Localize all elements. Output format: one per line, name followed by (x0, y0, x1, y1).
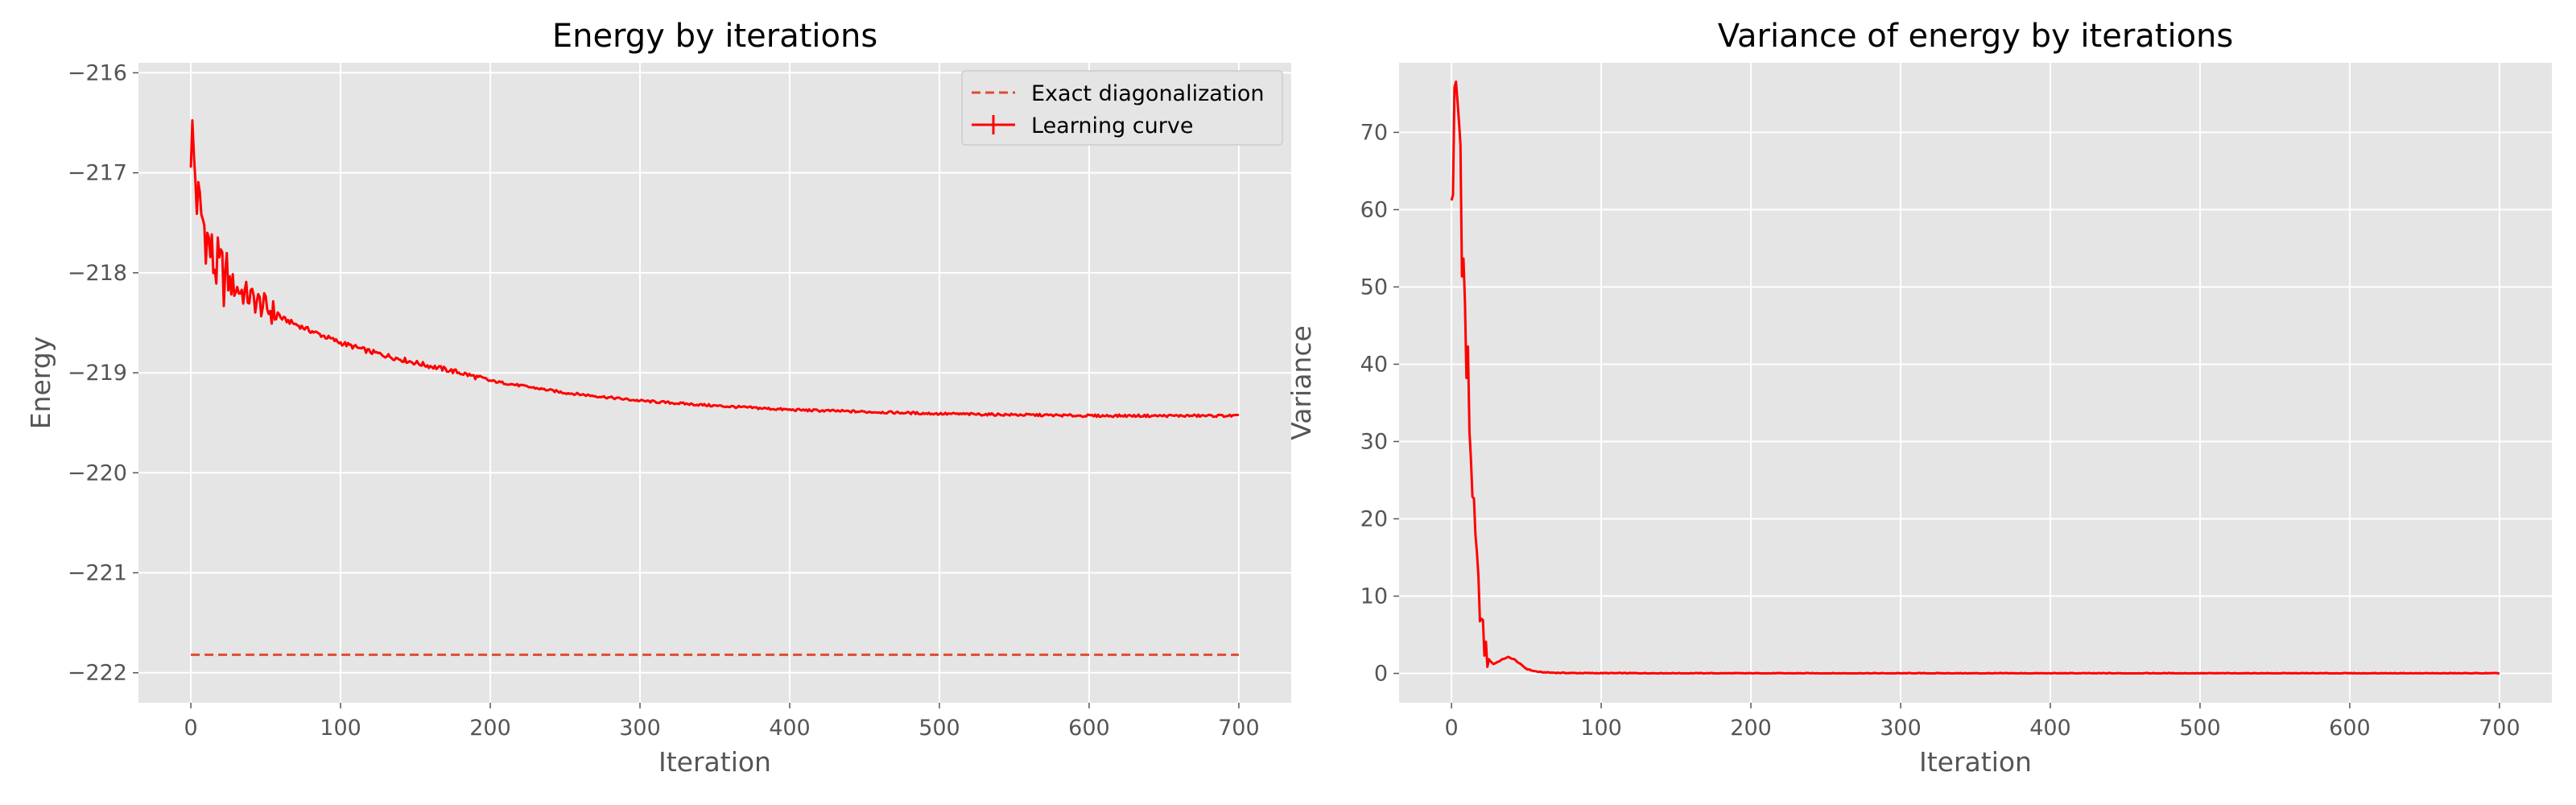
y-tick-label: 50 (1360, 275, 1388, 299)
x-tick-label: 500 (919, 716, 960, 741)
y-tick-label: 40 (1360, 352, 1388, 377)
energy-x-axis-label: Iteration (658, 746, 771, 778)
energy-plot-area (138, 63, 1291, 703)
y-tick-label: −221 (68, 561, 127, 586)
energy-legend: Exact diagonalization Learning curve (961, 70, 1283, 146)
x-tick-label: 700 (1218, 716, 1260, 741)
y-tick-label: −220 (68, 460, 127, 485)
y-tick-label: 0 (1374, 662, 1388, 687)
x-tick-label: 600 (1068, 716, 1110, 741)
x-tick-label: 100 (320, 716, 361, 741)
variance-tick-labels: 0 100 200 300 400 500 600 700 0 10 20 30 40 50 60 70 (1360, 120, 2520, 741)
variance-chart: 0 100 200 300 400 500 600 700 0 10 20 30 40 50 60 70 Va… (1286, 18, 2552, 778)
variance-plot-area (1399, 63, 2552, 703)
y-tick-label: 30 (1360, 429, 1388, 454)
y-tick-label: 20 (1360, 506, 1388, 531)
x-tick-label: 0 (1444, 716, 1458, 741)
energy-chart: 0 100 200 300 400 500 600 700 −222 −221 −220 −219 −2… (25, 18, 1291, 778)
series-line-variance (1450, 80, 2500, 675)
x-tick-label: 400 (2029, 716, 2071, 741)
energy-tick-labels: 0 100 200 300 400 500 600 700 −222 −221 −220 −219 −2… (68, 60, 1260, 741)
variance-chart-title: Variance of energy by iterations (1718, 18, 2233, 55)
energy-gridlines (138, 63, 1291, 703)
energy-series (189, 119, 1240, 656)
x-tick-label: 500 (2179, 716, 2221, 741)
energy-y-axis-label: Energy (25, 336, 56, 430)
legend-label-learning-curve: Learning curve (1031, 114, 1193, 138)
y-tick-label: 70 (1360, 120, 1388, 145)
energy-chart-title: Energy by iterations (552, 18, 877, 55)
x-tick-label: 200 (1730, 716, 1772, 741)
variance-series (1450, 80, 2500, 675)
variance-y-axis-label: Variance (1286, 325, 1317, 440)
x-tick-label: 300 (619, 716, 661, 741)
x-tick-label: 300 (1880, 716, 1922, 741)
y-tick-label: −216 (68, 60, 127, 85)
variance-x-axis-label: Iteration (1919, 746, 2032, 778)
legend-box (961, 70, 1283, 146)
y-tick-label: 10 (1360, 584, 1388, 609)
y-tick-label: −218 (68, 261, 127, 286)
legend-label-exact-diagonalization: Exact diagonalization (1031, 81, 1265, 106)
series-line-learning-curve (189, 119, 1240, 419)
x-tick-label: 600 (2329, 716, 2371, 741)
y-tick-label: −219 (68, 361, 127, 386)
y-tick-label: −217 (68, 161, 127, 186)
y-tick-label: 60 (1360, 197, 1388, 222)
x-tick-label: 0 (184, 716, 197, 741)
y-tick-label: −222 (68, 661, 127, 686)
x-tick-label: 100 (1580, 716, 1622, 741)
x-tick-label: 400 (769, 716, 811, 741)
x-tick-label: 200 (469, 716, 511, 741)
x-tick-label: 700 (2479, 716, 2520, 741)
